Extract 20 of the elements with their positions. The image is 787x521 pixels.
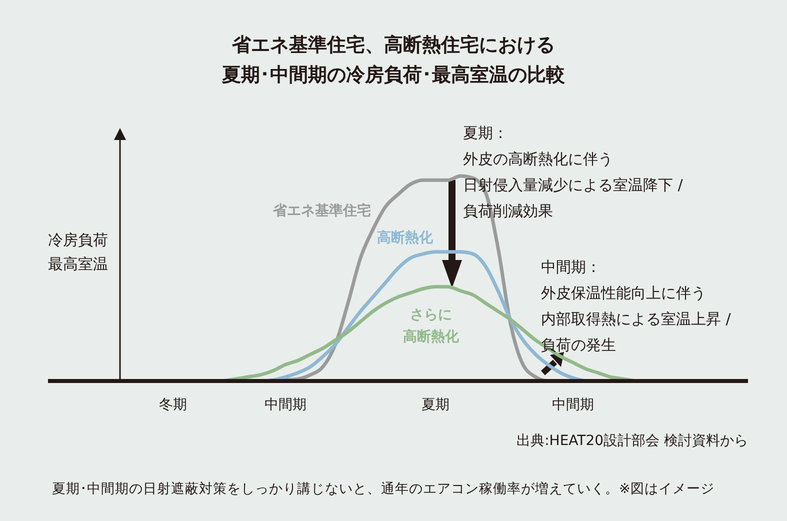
annotation: 中間期： [541, 258, 601, 277]
series-label: さらに高断熱化 [402, 306, 460, 347]
text: 夏期： [463, 124, 508, 143]
chart-subtitle: 夏期･中間期の冷房負荷･最高室温の比較 [221, 63, 566, 88]
source-note: 出典:HEAT20設計部会 検討資料から [516, 432, 748, 450]
y-axis-title: 冷房負荷最高室温 [48, 230, 109, 275]
annotation: 内部取得熱による室温上昇 / [541, 310, 731, 329]
annotation: 負荷の発生 [541, 336, 616, 355]
x-tick-label: 中間期 [552, 396, 594, 413]
x-tick-label: 中間期 [264, 396, 306, 413]
annotation: 負荷削減効果 [463, 202, 553, 221]
x-tick-label: 夏期 [422, 396, 450, 413]
chart-title: 省エネ基準住宅、高断熱住宅における [231, 33, 556, 58]
annotation: 日射侵入量減少による室温降下 / [463, 176, 683, 195]
x-tick-label: 冬期 [159, 396, 187, 413]
text: 外皮の高断熱化に伴う [463, 150, 613, 169]
text: 夏期･中間期の日射遮蔽対策をしっかり講じないと、通年のエアコン稼働率が増えていく。※図はイメージ [52, 480, 714, 498]
annotation: 外皮保温性能向上に伴う [541, 284, 706, 303]
series-label: 高断熱化 [376, 228, 434, 248]
series-label: 省エネ基準住宅 [272, 202, 372, 221]
